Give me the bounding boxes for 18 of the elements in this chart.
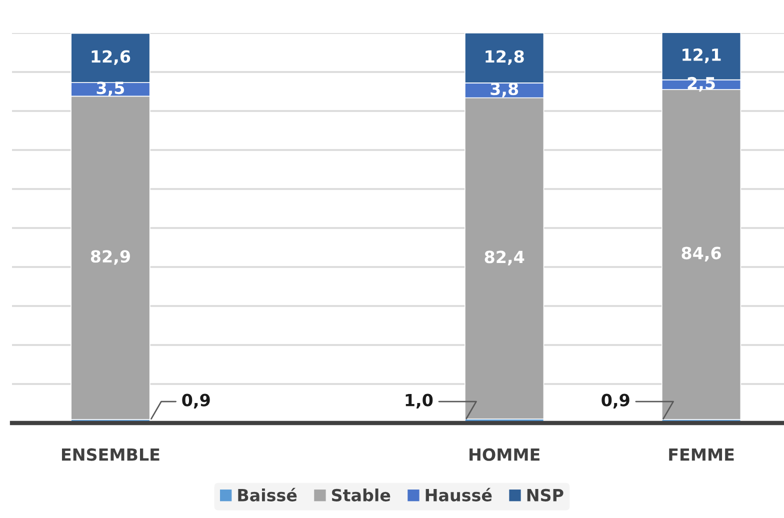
data-label: 0,9 — [182, 394, 210, 409]
legend-label: Baissé — [238, 488, 297, 502]
data-label: 12,6 — [92, 50, 130, 65]
data-label: 3,8 — [490, 82, 518, 98]
data-label: 82,4 — [484, 250, 524, 266]
data-label: 12,8 — [486, 50, 524, 65]
x-tick-label: ENSEMBLE — [62, 448, 160, 461]
x-tick-label: FEMME — [669, 448, 734, 461]
legend-label: NSP — [527, 488, 564, 502]
x-tick-label: HOMME — [470, 448, 540, 461]
legend-label: Stable — [332, 488, 390, 502]
data-label: 2,5 — [688, 76, 715, 92]
data-label: 0,9 — [602, 394, 630, 409]
data-label: 1,0 — [406, 394, 433, 409]
data-label: 82,9 — [90, 250, 130, 265]
data-label: 84,6 — [682, 246, 721, 262]
data-label: 12,1 — [682, 48, 721, 64]
legend-label: Haussé — [426, 488, 492, 502]
